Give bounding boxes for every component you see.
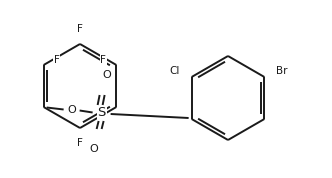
Text: F: F xyxy=(54,55,59,65)
Text: Cl: Cl xyxy=(169,66,180,76)
Text: F: F xyxy=(101,55,106,65)
Text: F: F xyxy=(101,107,106,117)
Text: F: F xyxy=(77,138,83,148)
Text: F: F xyxy=(77,24,83,34)
Text: O: O xyxy=(67,105,76,115)
Text: O: O xyxy=(102,70,111,80)
Text: S: S xyxy=(97,106,106,119)
Text: Br: Br xyxy=(276,66,288,76)
Text: O: O xyxy=(89,144,98,154)
